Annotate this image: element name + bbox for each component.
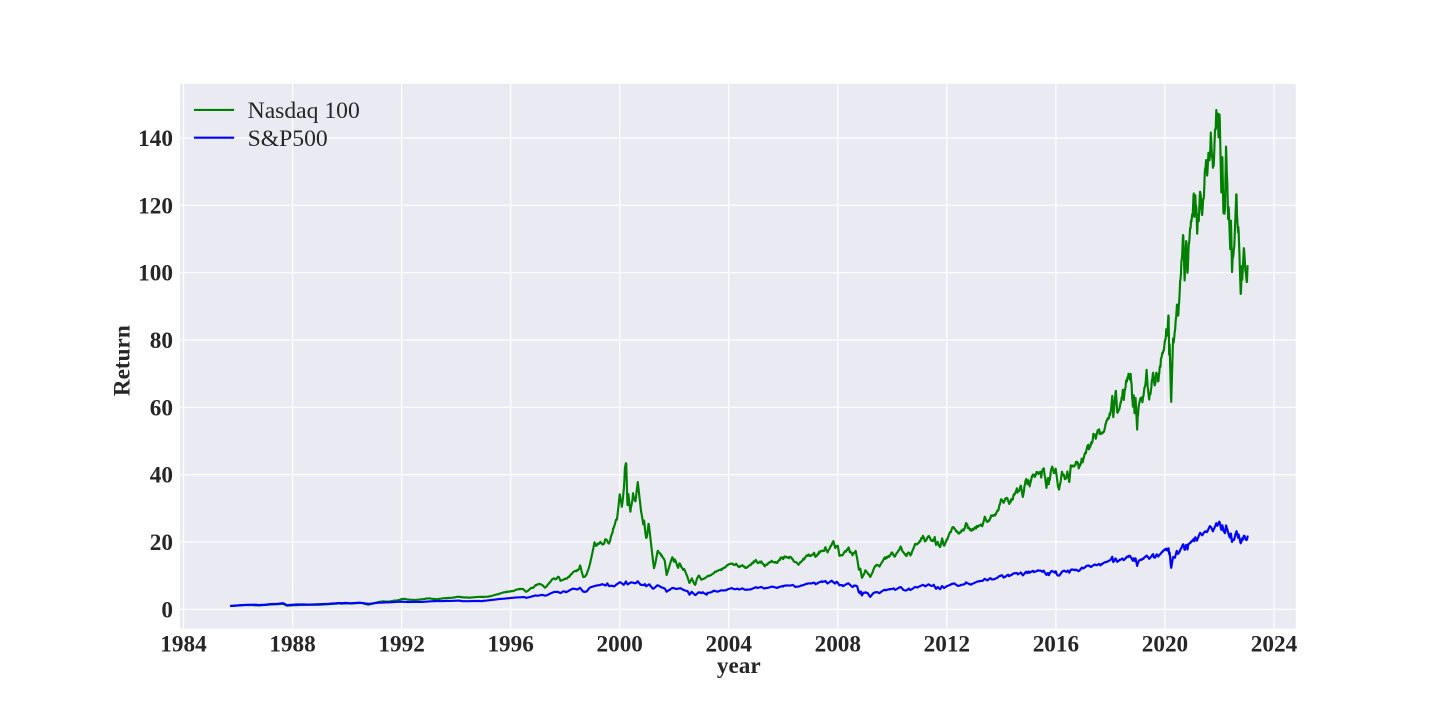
svg-text:2000: 2000 xyxy=(597,632,643,658)
svg-text:2016: 2016 xyxy=(1033,632,1079,658)
svg-text:2004: 2004 xyxy=(706,632,753,658)
svg-text:60: 60 xyxy=(150,395,173,421)
svg-text:Nasdaq 100: Nasdaq 100 xyxy=(248,98,360,124)
svg-text:2020: 2020 xyxy=(1142,632,1188,658)
svg-text:40: 40 xyxy=(150,463,173,489)
svg-text:20: 20 xyxy=(150,530,173,556)
svg-text:1984: 1984 xyxy=(160,632,207,658)
svg-text:year: year xyxy=(717,653,761,679)
svg-text:1988: 1988 xyxy=(269,632,315,658)
svg-text:120: 120 xyxy=(138,193,173,219)
svg-text:1992: 1992 xyxy=(378,632,424,658)
svg-text:0: 0 xyxy=(161,597,173,623)
svg-text:2024: 2024 xyxy=(1251,632,1298,658)
svg-text:Return: Return xyxy=(110,325,136,396)
svg-text:1996: 1996 xyxy=(487,632,533,658)
svg-text:2012: 2012 xyxy=(924,632,970,658)
svg-text:S&P500: S&P500 xyxy=(248,126,328,152)
svg-text:140: 140 xyxy=(138,126,173,152)
svg-text:80: 80 xyxy=(150,328,173,354)
svg-text:100: 100 xyxy=(138,261,173,287)
svg-text:2008: 2008 xyxy=(815,632,861,658)
